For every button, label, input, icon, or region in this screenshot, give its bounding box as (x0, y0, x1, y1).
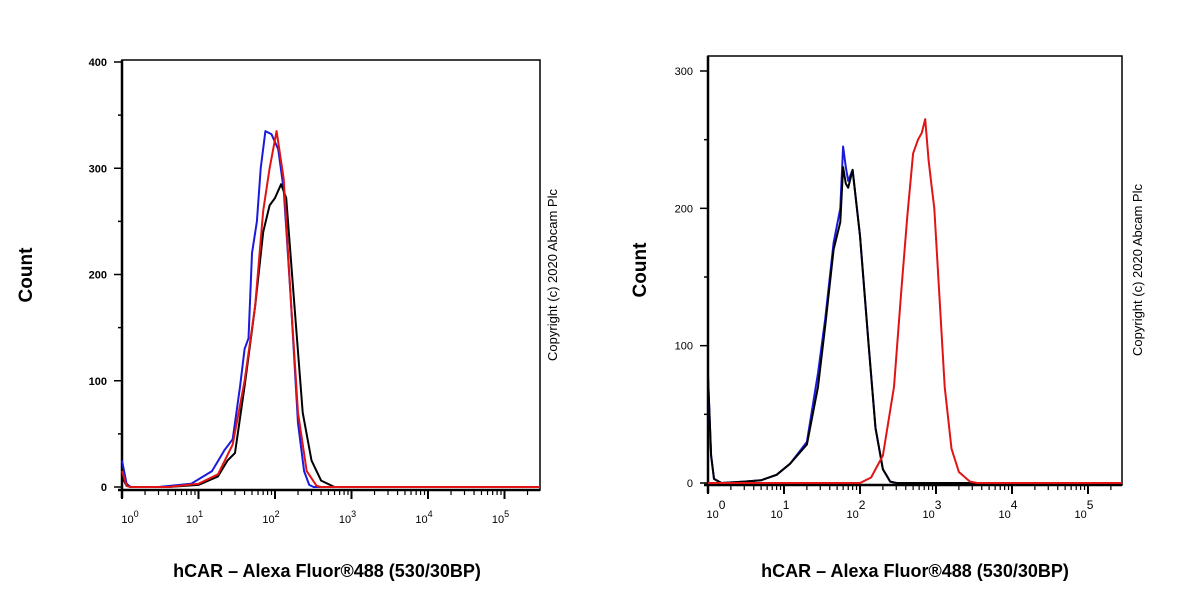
histogram-series-2 (121, 183, 540, 488)
copyright-annotation: Copyright (c) 2020 Abcam Plc (545, 189, 560, 361)
y-tick-label: 0 (687, 478, 693, 490)
y-tick-label: 0 (101, 482, 107, 494)
x-tick-label: 101 (186, 509, 203, 526)
x-tick-label: 104 (415, 509, 432, 526)
y-axis-label: Count (630, 242, 651, 298)
y-tick-label: 300 (89, 163, 107, 175)
histogram-panel-1: 0 100 200 300 400 100 101 102 103 104 105 Count hCAR… (16, 57, 560, 581)
histogram-series-1 (121, 130, 540, 488)
histogram-panel-2: 0 100 200 300 100 101 102 103 104 105 Count hCAR – … (630, 55, 1145, 581)
plot-frame (121, 59, 541, 491)
y-tick-label: 100 (675, 341, 693, 353)
histogram-series-1 (707, 145, 1122, 484)
x-axis-label: hCAR – Alexa Fluor®488 (530/30BP) (173, 561, 481, 581)
y-tick-label: 400 (89, 57, 107, 69)
x-tick-label: 102 (847, 498, 866, 521)
x-tick-label: 103 (339, 509, 356, 526)
x-tick-label: 102 (262, 509, 279, 526)
y-tick-label: 200 (675, 203, 693, 215)
y-tick-label: 300 (675, 66, 693, 78)
copyright-annotation: Copyright (c) 2020 Abcam Plc (1130, 184, 1145, 356)
x-tick-label: 105 (1075, 498, 1094, 521)
x-axis-label: hCAR – Alexa Fluor®488 (530/30BP) (761, 561, 1069, 581)
x-tick-label: 105 (492, 509, 509, 526)
x-tick-label: 104 (999, 498, 1018, 521)
x-tick-label: 103 (923, 498, 942, 521)
histogram-series-3 (121, 130, 540, 488)
y-tick-label: 100 (89, 376, 107, 388)
x-tick-label: 101 (771, 498, 790, 521)
y-axis-label: Count (16, 247, 37, 303)
histogram-series-2 (707, 166, 1122, 484)
plot-frame (707, 55, 1123, 486)
histogram-series-3 (708, 118, 1122, 484)
x-tick-label: 100 (121, 509, 138, 526)
x-tick-label: 100 (707, 498, 726, 521)
y-tick-label: 200 (89, 270, 107, 282)
